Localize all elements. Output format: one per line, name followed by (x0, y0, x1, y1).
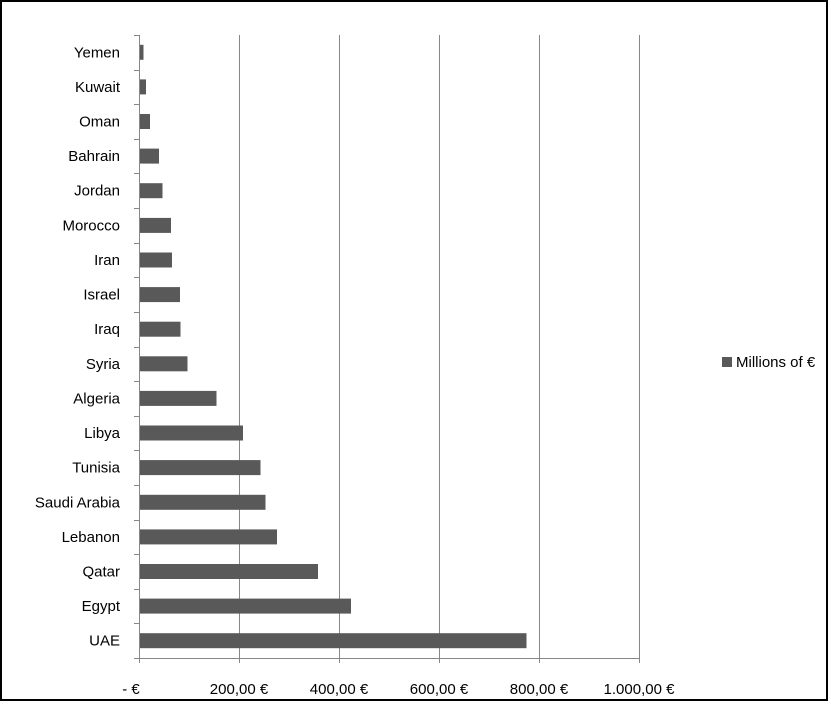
x-tick-label: 1.000,00 € (604, 681, 676, 698)
bar-kuwait (140, 79, 146, 95)
x-tick-label: - € (122, 681, 140, 698)
bar-lebanon (140, 529, 277, 545)
bar-saudi-arabia (140, 494, 266, 510)
y-tick-label: Bahrain (68, 148, 120, 165)
y-tick-label: Algeria (73, 390, 120, 407)
bar-syria (140, 356, 188, 372)
bar-libya (140, 425, 243, 441)
bar-oman (140, 114, 150, 129)
bar-iraq (140, 321, 181, 337)
legend-swatch (722, 357, 732, 367)
y-tick-label: Israel (83, 287, 120, 304)
y-tick-label: Lebanon (62, 529, 120, 546)
x-tick-label: 200,00 € (210, 681, 269, 698)
y-tick-label: Tunisia (72, 460, 120, 477)
x-tick-label: 400,00 € (310, 681, 369, 698)
bar-jordan (140, 183, 163, 199)
y-tick-label: Libya (84, 425, 121, 442)
bar-tunisia (140, 460, 261, 476)
bar-iran (140, 252, 172, 268)
y-tick-label: Iran (94, 252, 120, 269)
y-tick-label: Morocco (62, 217, 120, 234)
bar-algeria (140, 390, 217, 406)
bar-morocco (140, 217, 171, 233)
x-tick-label: 800,00 € (510, 681, 569, 698)
bar-yemen (140, 44, 144, 60)
bar-egypt (140, 598, 351, 614)
y-tick-label: UAE (89, 633, 120, 650)
bar-qatar (140, 564, 318, 579)
y-tick-label: Qatar (82, 564, 120, 581)
legend-label: Millions of € (736, 354, 816, 371)
y-tick-label: Saudi Arabia (35, 494, 121, 511)
bar-uae (140, 633, 527, 649)
y-tick-label: Yemen (74, 44, 120, 61)
y-tick-label: Syria (86, 356, 121, 373)
bar-israel (140, 287, 180, 303)
y-tick-label: Iraq (94, 321, 120, 338)
y-tick-label: Kuwait (75, 79, 121, 96)
x-tick-label: 600,00 € (410, 681, 469, 698)
y-tick-label: Oman (79, 114, 120, 131)
y-tick-label: Jordan (74, 183, 120, 200)
bar-bahrain (140, 148, 159, 164)
y-tick-label: Egypt (82, 598, 121, 615)
